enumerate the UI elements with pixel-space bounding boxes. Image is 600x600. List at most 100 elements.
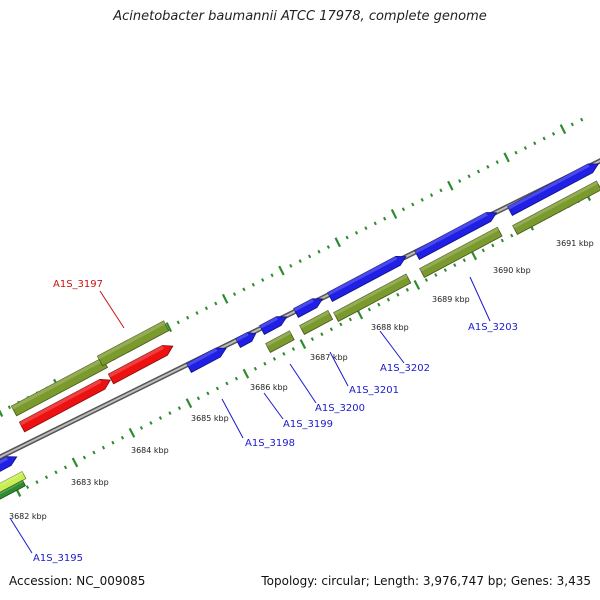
minor-tick [101, 445, 106, 450]
gene-bar [512, 180, 600, 235]
major-tick [0, 409, 4, 417]
minor-tick [486, 164, 490, 169]
major-tick [503, 152, 510, 163]
major-tick [128, 427, 136, 438]
minor-tick [158, 416, 163, 420]
gene-bar [419, 226, 503, 278]
minor-tick [367, 307, 371, 312]
feature-labels: A1S_3195 A1S_3197 A1S_3198 A1S_3199 A1S_3200… [9, 276, 518, 564]
other-feature-bar [0, 470, 27, 493]
gene-bar [265, 330, 295, 353]
label-leader-line [9, 517, 33, 554]
minor-tick [139, 426, 144, 430]
major-tick [185, 398, 193, 409]
minor-tick [405, 287, 409, 292]
cds-arrow [235, 332, 257, 348]
kbp-label: 3691 kbp [556, 239, 594, 248]
minor-tick [453, 263, 457, 268]
label-leader-line [221, 398, 244, 439]
minor-tick [298, 259, 302, 263]
minor-tick [580, 117, 584, 122]
minor-tick [495, 160, 499, 164]
cds-arrow [0, 456, 18, 472]
topology-summary: Topology: circular; Length: 3,976,747 bp… [261, 574, 591, 588]
minor-tick [467, 174, 471, 179]
major-tick [390, 209, 398, 219]
minor-tick [176, 320, 180, 325]
minor-tick [168, 411, 172, 415]
inner-tick-track [14, 191, 592, 497]
minor-tick [434, 273, 438, 277]
minor-tick [458, 179, 462, 183]
minor-tick [377, 302, 381, 307]
minor-tick [54, 470, 58, 475]
minor-tick [443, 268, 447, 272]
minor-tick [386, 297, 390, 302]
minor-tick [411, 202, 415, 207]
major-tick [71, 457, 79, 468]
minor-tick [396, 292, 400, 297]
minor-tick [82, 455, 87, 460]
cds-arrow [327, 256, 407, 302]
major-tick [413, 279, 421, 290]
label-leader-line [379, 330, 405, 364]
minor-tick [420, 197, 424, 202]
major-tick [334, 237, 341, 248]
feature-tracks [0, 163, 600, 500]
feature-label: A1S_3195 [33, 553, 83, 564]
minor-tick [307, 254, 312, 259]
kbp-label: 3683 kbp [71, 478, 109, 487]
minor-tick [35, 480, 39, 485]
cds-arrow [186, 347, 227, 373]
minor-tick [291, 347, 296, 351]
cds-arrow [259, 316, 288, 335]
minor-tick [242, 287, 246, 292]
pseudogene-arrow [107, 345, 174, 385]
minor-tick [329, 327, 333, 332]
accession-text: Accession: NC_009085 [9, 574, 146, 588]
minor-tick [92, 450, 96, 455]
minor-tick [424, 278, 428, 282]
minor-tick [500, 238, 504, 243]
minor-tick [345, 235, 349, 240]
minor-tick [63, 465, 68, 470]
minor-tick [225, 381, 229, 386]
minor-tick [476, 169, 481, 174]
minor-tick [364, 226, 368, 230]
minor-tick [177, 406, 182, 411]
feature-label: A1S_3197 [53, 279, 103, 290]
minor-tick [514, 150, 518, 155]
minor-tick [462, 258, 466, 263]
label-leader-line [289, 363, 317, 404]
gene-bar [299, 310, 334, 335]
minor-tick [253, 366, 258, 371]
minor-tick [439, 188, 443, 193]
label-leader-line [329, 351, 349, 387]
minor-tick [120, 435, 125, 440]
major-tick [447, 180, 454, 191]
minor-tick [186, 315, 190, 320]
minor-tick [282, 352, 286, 356]
minor-tick [272, 356, 277, 361]
minor-tick [542, 136, 546, 141]
minor-tick [215, 386, 220, 391]
feature-label: A1S_3198 [245, 438, 295, 449]
kbp-label: 3685 kbp [191, 414, 229, 423]
kbp-scale-labels: 3682 kbp 3683 kbp 3684 kbp 3685 kbp 3686 kbp… [9, 239, 594, 521]
minor-tick [481, 248, 485, 253]
kbp-label: 3689 kbp [432, 295, 470, 304]
gene-bar [10, 357, 109, 417]
major-tick [356, 309, 364, 320]
minor-tick [510, 233, 514, 238]
feature-label: A1S_3199 [283, 419, 333, 430]
major-tick [559, 124, 567, 135]
cds-arrow [414, 212, 498, 260]
gene-bar [96, 320, 170, 367]
label-leader-line [263, 392, 284, 420]
minor-tick [491, 243, 495, 248]
feature-label: A1S_3202 [380, 363, 430, 374]
minor-tick [570, 122, 574, 127]
minor-tick [320, 332, 324, 337]
minor-tick [373, 221, 377, 226]
